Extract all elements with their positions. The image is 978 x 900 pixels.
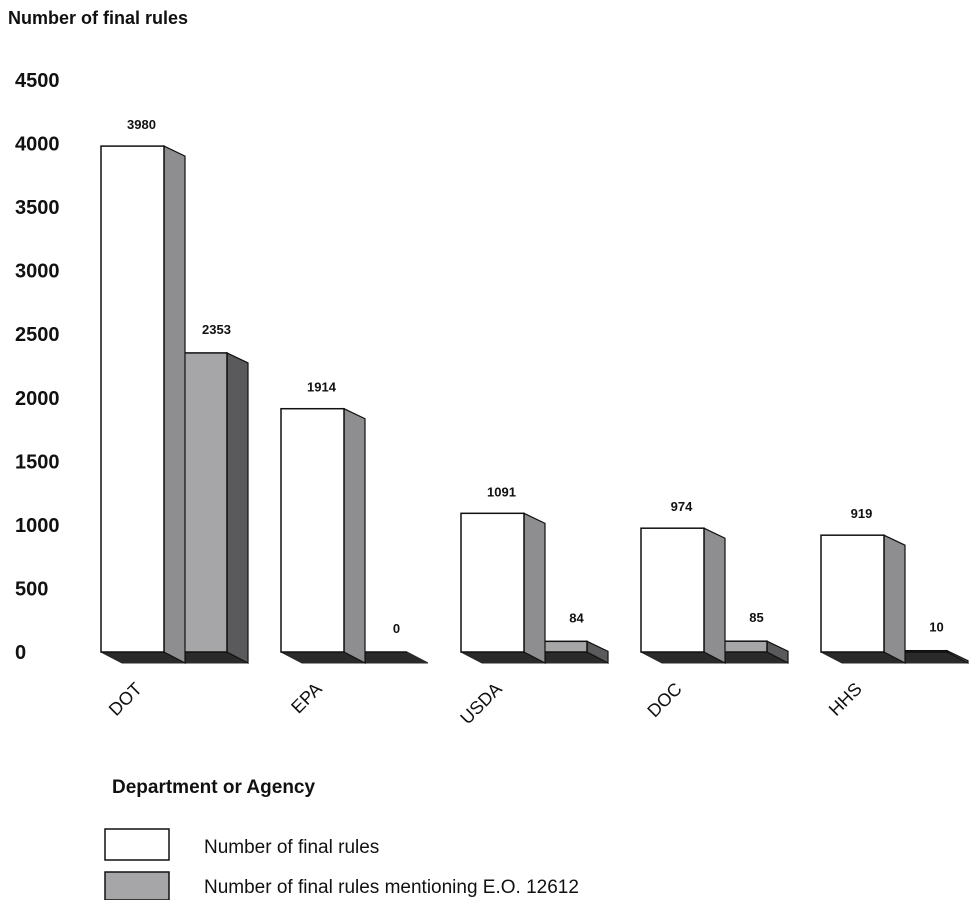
y-tick-label: 1500	[15, 451, 60, 473]
data-label: 3980	[127, 117, 156, 132]
data-label: 2353	[202, 322, 231, 337]
y-tick-label: 3500	[15, 197, 60, 219]
bar-group: 85 974	[640, 499, 789, 664]
bar-marks: 2353 3980 0 1914 84 1091 85 974 10 919	[100, 117, 969, 664]
x-tick-label: DOC	[643, 679, 685, 721]
legend-swatch-final-rules	[104, 828, 170, 861]
y-tick-label: 4000	[15, 134, 60, 156]
bar-final-rules-side	[883, 534, 906, 664]
bar-group: 10 919	[820, 506, 969, 664]
bar-final-rules	[820, 534, 885, 653]
y-tick-label: 0	[15, 642, 26, 664]
bar-group: 0 1914	[280, 380, 429, 664]
y-tick-label: 2000	[15, 388, 60, 410]
data-label: 85	[749, 610, 763, 625]
bar-final-rules	[280, 407, 345, 653]
x-axis-ticks: DOT EPA USDA DOC HHS	[105, 679, 866, 729]
data-label: 919	[851, 506, 873, 521]
y-tick-label: 1000	[15, 515, 60, 537]
x-tick-label: HHS	[825, 679, 866, 720]
y-tick-label: 3000	[15, 261, 60, 283]
data-label: 10	[929, 620, 943, 635]
data-label: 1091	[487, 484, 516, 499]
bar-final-rules	[460, 512, 525, 653]
y-axis-ticks: 0 500 1000 1500 2000 2500 3000 3500 4000 4500	[15, 70, 60, 664]
x-axis-title: Department or Agency	[112, 777, 315, 798]
bar-final-rules-side	[703, 527, 726, 664]
y-tick-label: 500	[15, 578, 48, 600]
x-tick-label: EPA	[287, 679, 326, 718]
bar-final-rules-side	[163, 145, 186, 664]
y-tick-label: 4500	[15, 70, 60, 92]
data-label: 84	[569, 610, 584, 625]
bar-final-rules	[640, 527, 705, 653]
bar-group: 84 1091	[460, 484, 609, 664]
legend-label-final-rules: Number of final rules	[204, 837, 379, 858]
y-tick-label: 2500	[15, 324, 60, 346]
legend: Number of final rules Number of final ru…	[104, 828, 579, 900]
x-tick-label: DOT	[105, 679, 146, 720]
y-axis-title: Number of final rules	[8, 8, 188, 28]
bar-final-rules	[100, 145, 165, 653]
bar-group: 2353 3980	[100, 117, 249, 664]
bar-final-rules-side	[343, 407, 366, 664]
legend-label-eo-12612: Number of final rules mentioning E.O. 12…	[204, 877, 579, 898]
data-label: 1914	[307, 380, 337, 395]
data-label: 974	[671, 499, 693, 514]
bar-eo-12612-side	[226, 351, 249, 664]
data-label: 0	[393, 621, 400, 636]
legend-swatch-eo-12612	[104, 871, 170, 900]
bar-final-rules-side	[523, 512, 546, 664]
x-tick-label: USDA	[456, 679, 506, 729]
